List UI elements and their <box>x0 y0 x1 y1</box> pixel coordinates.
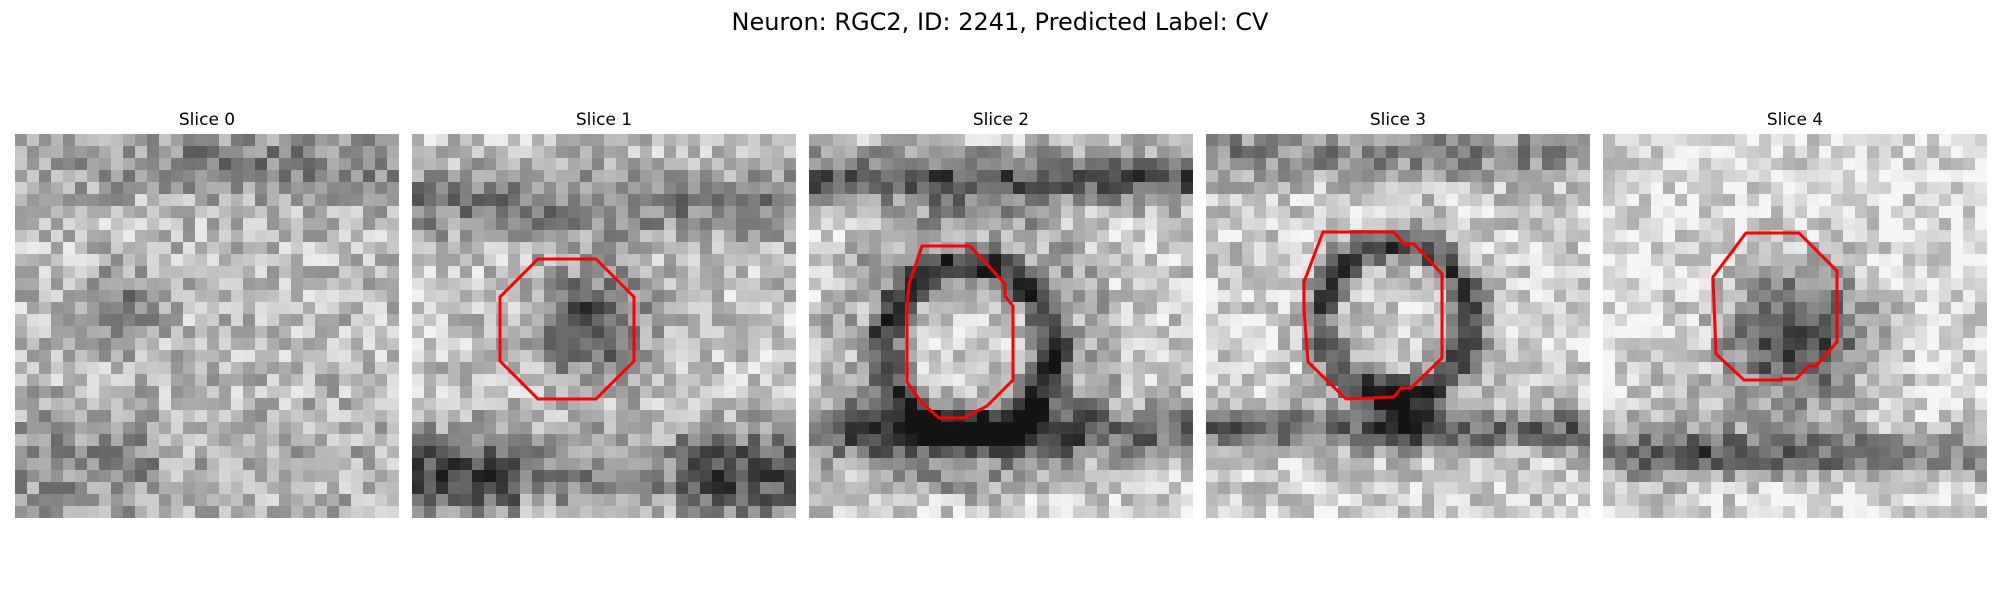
contour-outline <box>1711 231 1839 382</box>
slice-image <box>809 134 1193 518</box>
figure-title: Neuron: RGC2, ID: 2241, Predicted Label:… <box>731 8 1269 36</box>
contour-outline <box>1302 230 1444 401</box>
slice-image <box>412 134 796 518</box>
slice-title: Slice 4 <box>1766 110 1824 130</box>
slice-image <box>15 134 399 518</box>
slice-title: Slice 1 <box>575 110 633 130</box>
contour-outline <box>498 257 636 401</box>
slice-image <box>1206 134 1590 518</box>
slice-image <box>1603 134 1987 518</box>
slice-title: Slice 0 <box>178 110 236 130</box>
slice-title: Slice 2 <box>972 110 1030 130</box>
contour-outline <box>905 244 1015 420</box>
slice-title: Slice 3 <box>1369 110 1427 130</box>
